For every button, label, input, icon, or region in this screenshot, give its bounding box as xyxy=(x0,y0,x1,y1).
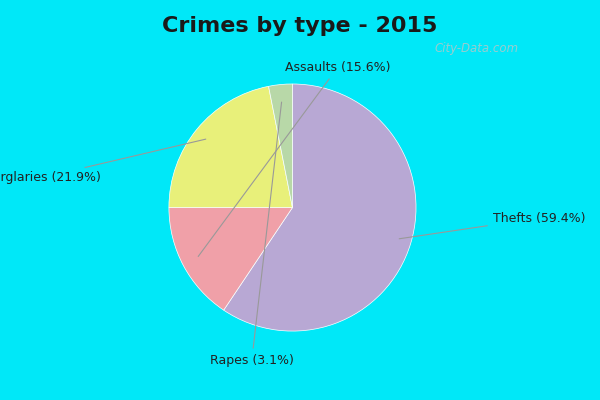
Text: Thefts (59.4%): Thefts (59.4%) xyxy=(399,212,586,239)
Wedge shape xyxy=(269,84,292,208)
Text: City-Data.com: City-Data.com xyxy=(434,42,518,55)
Wedge shape xyxy=(169,86,292,208)
Wedge shape xyxy=(169,208,292,310)
Text: Rapes (3.1%): Rapes (3.1%) xyxy=(210,102,294,367)
Text: Burglaries (21.9%): Burglaries (21.9%) xyxy=(0,139,206,184)
Wedge shape xyxy=(224,84,416,331)
Text: Crimes by type - 2015: Crimes by type - 2015 xyxy=(163,16,437,36)
Text: Assaults (15.6%): Assaults (15.6%) xyxy=(198,61,391,256)
